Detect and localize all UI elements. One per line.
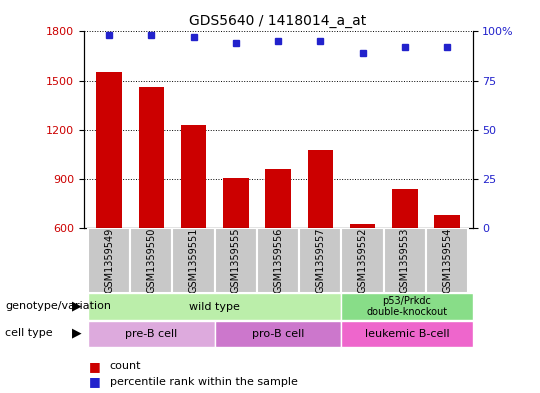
Text: GSM1359555: GSM1359555 <box>231 228 241 293</box>
Text: percentile rank within the sample: percentile rank within the sample <box>110 377 298 387</box>
Bar <box>88 228 130 293</box>
Bar <box>299 228 341 293</box>
Bar <box>215 321 341 347</box>
Text: GSM1359549: GSM1359549 <box>104 228 114 293</box>
Text: GSM1359554: GSM1359554 <box>442 228 452 293</box>
Text: GSM1359557: GSM1359557 <box>315 228 326 293</box>
Text: ▶: ▶ <box>72 299 82 312</box>
Title: GDS5640 / 1418014_a_at: GDS5640 / 1418014_a_at <box>190 14 367 28</box>
Bar <box>223 178 248 228</box>
Text: leukemic B-cell: leukemic B-cell <box>364 329 449 339</box>
Bar <box>130 228 172 293</box>
Bar <box>139 87 164 228</box>
Text: pre-B cell: pre-B cell <box>125 329 178 339</box>
Bar <box>341 293 472 320</box>
Bar <box>341 228 384 293</box>
Bar <box>266 169 291 228</box>
Text: genotype/variation: genotype/variation <box>5 301 111 311</box>
Text: pro-B cell: pro-B cell <box>252 329 304 339</box>
Bar <box>341 321 472 347</box>
Bar <box>172 228 215 293</box>
Text: GSM1359551: GSM1359551 <box>188 228 199 293</box>
Bar <box>308 150 333 228</box>
Text: GSM1359553: GSM1359553 <box>400 228 410 293</box>
Bar <box>392 189 417 228</box>
Text: ■: ■ <box>89 375 101 389</box>
Text: ▶: ▶ <box>72 327 82 340</box>
Text: GSM1359550: GSM1359550 <box>146 228 156 293</box>
Bar <box>426 228 468 293</box>
Text: GSM1359556: GSM1359556 <box>273 228 283 293</box>
Bar <box>96 72 122 228</box>
Bar <box>350 224 375 228</box>
Bar <box>384 228 426 293</box>
Text: ■: ■ <box>89 360 101 373</box>
Bar <box>435 215 460 228</box>
Bar <box>181 125 206 228</box>
Bar <box>88 321 215 347</box>
Bar <box>215 228 257 293</box>
Bar <box>88 293 341 320</box>
Text: p53/Prkdc
double-knockout: p53/Prkdc double-knockout <box>367 296 448 317</box>
Text: cell type: cell type <box>5 328 53 338</box>
Bar <box>257 228 299 293</box>
Text: count: count <box>110 361 141 371</box>
Text: wild type: wild type <box>190 301 240 312</box>
Text: GSM1359552: GSM1359552 <box>357 228 368 293</box>
